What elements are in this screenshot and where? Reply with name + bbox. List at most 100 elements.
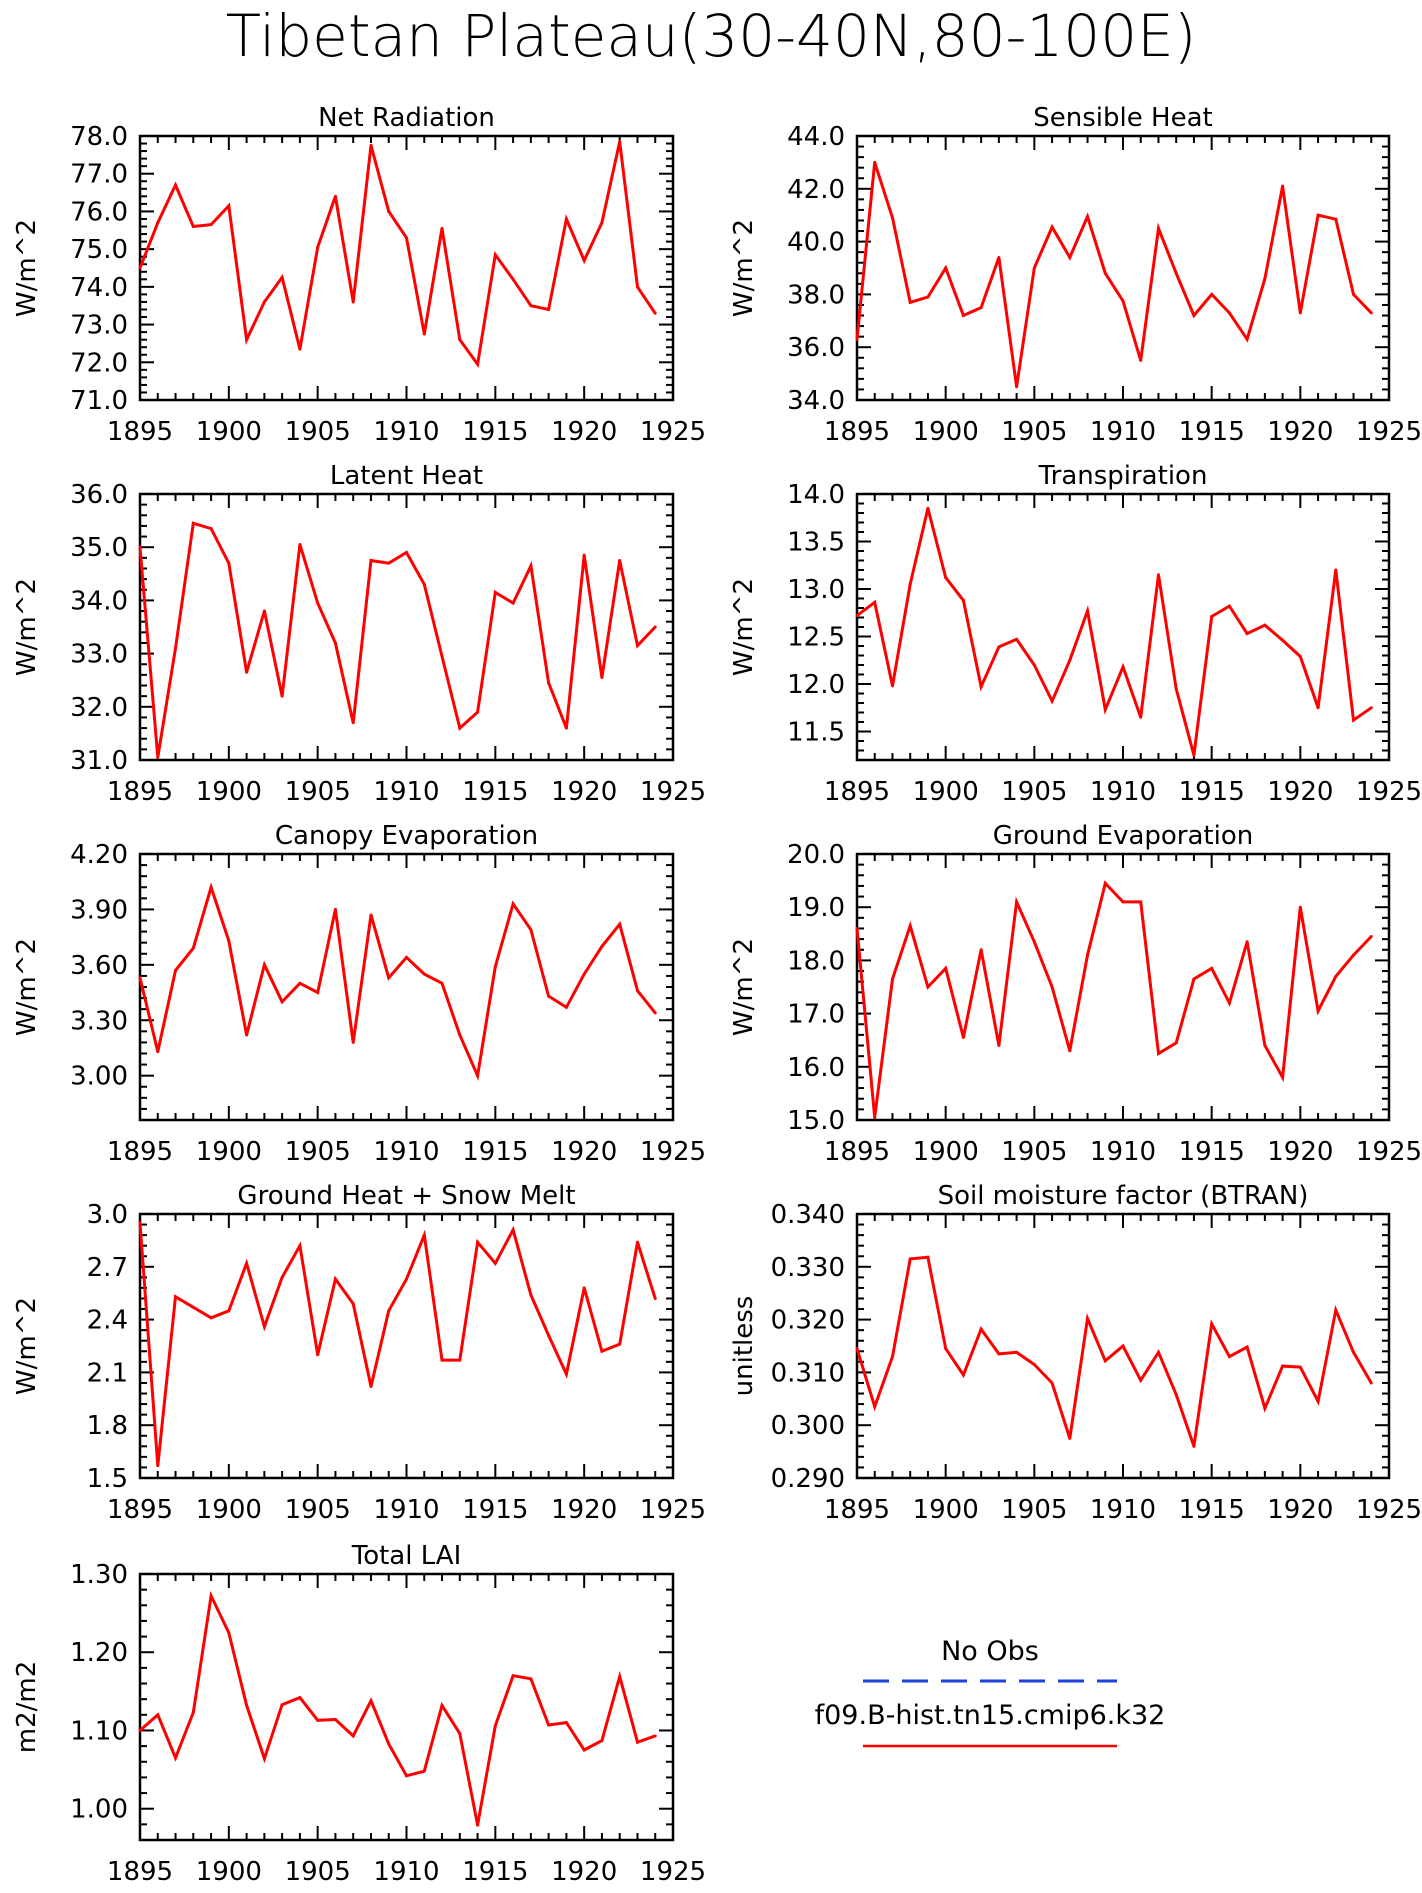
data-point <box>1369 934 1373 938</box>
data-point <box>908 300 912 304</box>
data-point <box>316 601 320 605</box>
data-point <box>262 609 266 613</box>
data-point <box>280 1000 284 1004</box>
x-tick-label: 1915 <box>1179 777 1245 807</box>
data-point <box>1156 1350 1160 1354</box>
y-tick-label: 3.90 <box>70 895 128 925</box>
data-point <box>1352 953 1356 957</box>
data-point <box>262 963 266 967</box>
data-point <box>440 226 444 230</box>
data-point <box>511 601 515 605</box>
x-tick-label: 1905 <box>285 1137 351 1167</box>
data-point <box>1369 1381 1373 1385</box>
data-point <box>653 1296 657 1300</box>
data-point <box>458 1358 462 1362</box>
x-tick-label: 1915 <box>1179 417 1245 447</box>
series-line <box>138 882 657 1081</box>
data-point <box>1352 292 1356 296</box>
data-point <box>582 258 586 262</box>
data-point <box>855 926 859 930</box>
data-point <box>405 236 408 240</box>
data-point <box>298 981 302 985</box>
x-tick-label: 1915 <box>1179 1495 1245 1525</box>
data-point <box>351 1734 355 1738</box>
x-tick-label: 1925 <box>640 777 706 807</box>
data-point <box>351 1040 355 1044</box>
data-point <box>564 726 568 730</box>
x-tick-label: 1920 <box>1267 777 1333 807</box>
data-point <box>440 1358 444 1362</box>
data-point <box>890 216 894 220</box>
plot-frame <box>138 852 675 1122</box>
data-point <box>1352 1350 1356 1354</box>
data-point <box>440 981 444 985</box>
legend-model-label: f09.B-hist.tn15.cmip6.k32 <box>815 1700 1166 1731</box>
data-point <box>1334 217 1338 221</box>
y-tick-label: 2.4 <box>87 1306 128 1336</box>
data-point <box>227 204 231 208</box>
y-tick-label: 13.5 <box>787 528 845 558</box>
data-point <box>1298 905 1302 909</box>
series-line <box>138 1222 657 1466</box>
y-tick-label: 20.0 <box>787 840 845 870</box>
x-tick-label: 1910 <box>1090 1495 1156 1525</box>
y-axis-label: m2/m2 <box>12 1661 42 1754</box>
y-axis-label: W/m^2 <box>729 219 759 317</box>
data-point <box>582 972 586 976</box>
data-point <box>1121 1344 1125 1348</box>
x-tick-label: 1900 <box>913 777 979 807</box>
data-point <box>1174 1393 1178 1397</box>
data-point <box>209 885 213 889</box>
data-point <box>873 160 877 164</box>
y-tick-label: 3.0 <box>87 1200 128 1230</box>
data-point <box>1316 1399 1320 1403</box>
data-point <box>944 266 948 270</box>
panel-sensible-heat: Sensible Heat W/m^2 1895 1900 1905 1910 1915 19… <box>729 103 1422 447</box>
data-point <box>1139 1378 1143 1382</box>
data-point <box>600 676 604 680</box>
data-point <box>1263 277 1267 281</box>
data-point <box>979 948 983 952</box>
data-point <box>1086 1317 1090 1321</box>
data-point <box>1086 953 1090 957</box>
data-point <box>298 1696 302 1700</box>
y-tick-label: 2.7 <box>87 1253 128 1283</box>
y-axis-label: unitless <box>729 1296 759 1397</box>
x-tick-label: 1900 <box>196 1137 262 1167</box>
y-tick-label: 40.0 <box>787 228 845 258</box>
y-axis-label: W/m^2 <box>12 578 42 676</box>
data-point <box>961 1373 965 1377</box>
x-tick-label: 1900 <box>913 1137 979 1167</box>
data-point <box>1263 1044 1267 1048</box>
x-tick-label: 1895 <box>107 777 173 807</box>
x-tick-label: 1900 <box>913 1495 979 1525</box>
y-tick-label: 18.0 <box>787 946 845 976</box>
y-tick-label: 75.0 <box>70 235 128 265</box>
data-point <box>653 1011 657 1015</box>
data-point <box>209 1316 213 1320</box>
y-tick-label: 17.0 <box>787 1000 845 1030</box>
data-point <box>351 721 355 725</box>
data-point <box>245 338 249 342</box>
data-point <box>458 726 462 730</box>
x-tick-label: 1910 <box>1090 1137 1156 1167</box>
data-point <box>422 972 426 976</box>
x-tick-label: 1895 <box>824 1137 890 1167</box>
panel-title: Transpiration <box>1038 461 1208 491</box>
data-point <box>1245 1345 1249 1349</box>
series-line <box>855 161 1373 388</box>
data-point <box>979 1327 983 1331</box>
data-point <box>476 1823 480 1827</box>
data-point <box>422 582 426 586</box>
panel-soil-moisture-factor-btran: Soil moisture factor (BTRAN) unitless 1895… <box>729 1181 1422 1525</box>
data-point <box>926 295 930 299</box>
data-point <box>908 582 912 586</box>
x-tick-label: 1925 <box>640 1137 706 1167</box>
x-tick-label: 1905 <box>1001 1495 1067 1525</box>
data-point <box>944 1347 948 1351</box>
data-point <box>582 553 586 557</box>
data-point <box>1334 1308 1338 1312</box>
data-point <box>855 614 859 618</box>
x-tick-label: 1920 <box>551 1495 617 1525</box>
y-tick-label: 12.5 <box>787 623 845 653</box>
